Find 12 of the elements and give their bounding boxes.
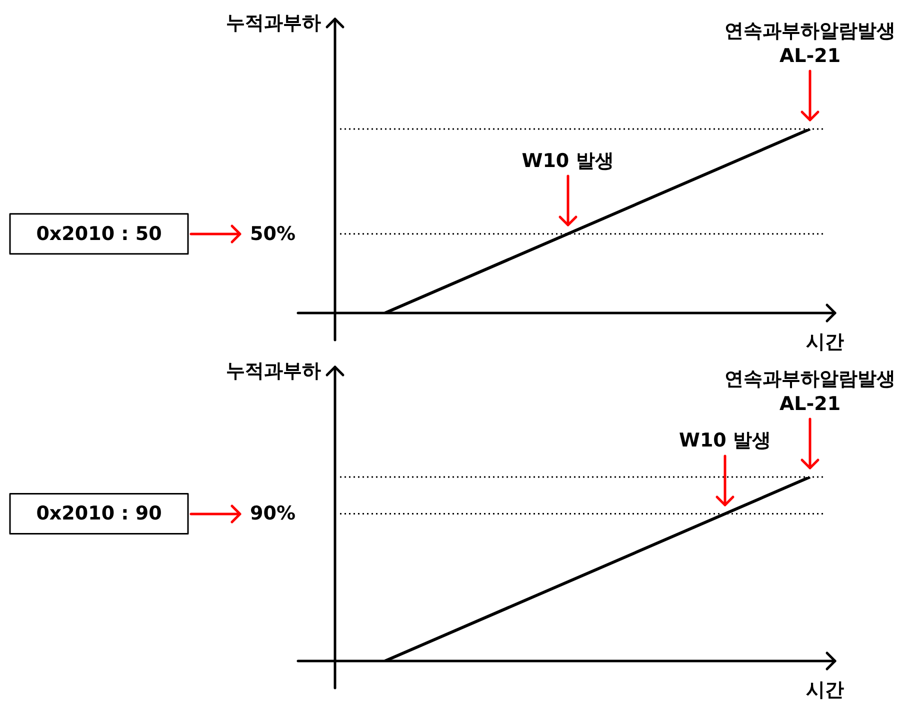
x-axis-title: 시간: [806, 678, 844, 701]
text: 연속과부하알람발생 AL-21: [724, 368, 896, 415]
annotation: W10 발생: [522, 150, 614, 172]
text: 90%: [250, 502, 296, 525]
text: W10 발생: [678, 430, 772, 452]
y-axis-title: 누적과부하: [226, 12, 321, 34]
text: 연속과부하알람발생 AL-21: [724, 20, 896, 67]
text: 0x2010 : 90: [36, 502, 162, 525]
text: 0x2010 : 50: [36, 222, 162, 245]
x-axis-title: 시간: [806, 330, 844, 353]
y-axis-title: 누적과부하: [226, 360, 321, 382]
text: 50%: [250, 222, 296, 245]
